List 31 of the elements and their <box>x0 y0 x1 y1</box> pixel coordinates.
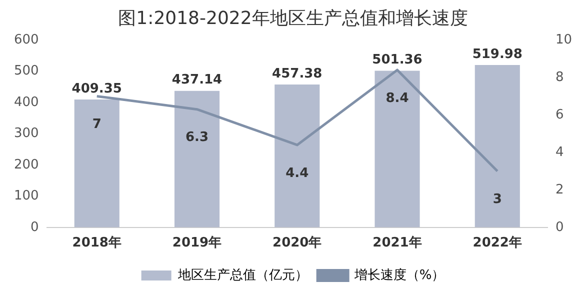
x-tick-label: 2021年 <box>372 236 422 251</box>
y2-tick-label: 8 <box>555 70 564 85</box>
legend-label: 地区生产总值（亿元） <box>176 268 308 283</box>
y-tick-label: 100 <box>14 188 39 204</box>
y2-tick-label: 10 <box>555 32 572 48</box>
data-label: 457.38 <box>272 66 322 82</box>
y-tick-label: 500 <box>14 64 39 79</box>
data-label: 8.4 <box>386 90 409 106</box>
chart-title: 图1:2018-2022年地区生产总值和增长速度 <box>117 7 469 30</box>
data-label: 519.98 <box>472 46 522 62</box>
x-tick-label: 2019年 <box>172 236 222 251</box>
legend-label: 增长速度（%） <box>353 266 445 283</box>
x-tick-label: 2018年 <box>72 236 122 251</box>
y2-tick-label: 6 <box>555 107 564 122</box>
x-tick-label: 2022年 <box>472 236 522 251</box>
y-tick-label: 0 <box>30 220 39 235</box>
y-tick-label: 400 <box>14 94 39 110</box>
y2-tick-label: 2 <box>555 182 564 198</box>
data-label: 501.36 <box>372 52 422 68</box>
y-tick-label: 200 <box>14 157 39 172</box>
y2-tick-label: 4 <box>555 144 564 160</box>
data-label: 3 <box>492 192 502 208</box>
y-tick-label: 300 <box>14 126 39 142</box>
y-tick-label: 600 <box>14 32 39 48</box>
y2-tick-label: 0 <box>555 220 564 235</box>
data-label: 437.14 <box>172 72 222 88</box>
data-label: 4.4 <box>286 166 309 181</box>
data-label: 409.35 <box>72 81 122 96</box>
x-tick-label: 2020年 <box>272 236 322 251</box>
data-label: 7 <box>92 117 102 132</box>
data-label: 6.3 <box>185 130 209 146</box>
